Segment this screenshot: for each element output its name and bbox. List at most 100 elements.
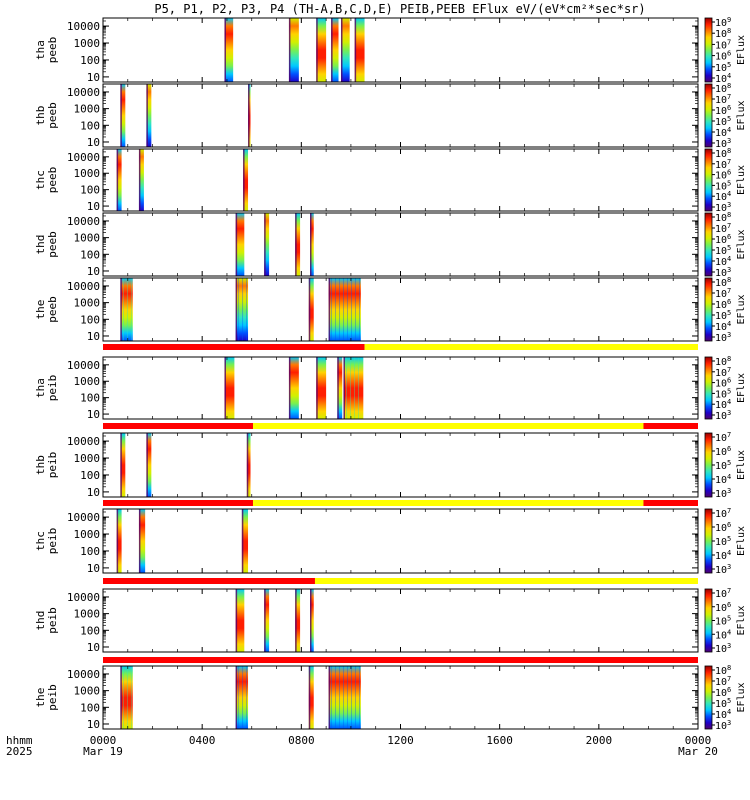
colorbar-exponent: 8 bbox=[727, 664, 731, 672]
colorbar-exponent: 5 bbox=[727, 535, 731, 543]
y-tick-label: 10000 bbox=[67, 359, 100, 372]
colorbar-exponent: 4 bbox=[727, 549, 731, 557]
spectrogram-segment bbox=[316, 357, 327, 419]
spectrogram-segment bbox=[224, 357, 235, 419]
segment-edge bbox=[138, 149, 141, 211]
y-tick-label: 10 bbox=[87, 718, 100, 731]
spectrogram-segment bbox=[308, 278, 314, 341]
colorbar-exponent: 6 bbox=[727, 601, 731, 609]
panel-probe-label: thb bbox=[34, 106, 47, 126]
spectrogram-segment bbox=[264, 213, 270, 276]
colorbar-exponent: 6 bbox=[727, 104, 731, 112]
spectrogram-segment bbox=[310, 589, 314, 652]
flag-segment-yellow bbox=[252, 500, 644, 506]
y-tick-label: 1000 bbox=[74, 452, 101, 465]
x-tick-label: 1200 bbox=[387, 734, 414, 747]
flag-bar bbox=[103, 500, 698, 506]
colorbar-label: EFlux bbox=[736, 526, 747, 556]
segment-edge bbox=[341, 18, 343, 82]
colorbar-exponent: 7 bbox=[727, 93, 731, 101]
panel-probe-label: thc bbox=[34, 170, 47, 190]
spectrogram-segment bbox=[316, 18, 327, 82]
y-tick-label: 1000 bbox=[74, 103, 101, 116]
panel-frame bbox=[102, 17, 699, 83]
flag-bar bbox=[103, 344, 698, 350]
spectrogram-segment bbox=[331, 18, 339, 82]
colorbar-exponent: 4 bbox=[727, 320, 731, 328]
panel-frame bbox=[102, 508, 699, 574]
spectrogram-segment bbox=[337, 357, 343, 419]
colorbar-exponent: 3 bbox=[727, 719, 731, 727]
spectrogram-segment bbox=[120, 84, 126, 147]
y-tick-label: 10000 bbox=[67, 435, 100, 448]
spectrogram-segment bbox=[308, 666, 314, 729]
colorbar-exponent: 5 bbox=[727, 459, 731, 467]
segment-edge bbox=[116, 149, 119, 211]
y-tick-label: 1000 bbox=[74, 375, 101, 388]
panel-frame bbox=[102, 212, 699, 277]
panel-species-label: peeb bbox=[46, 231, 59, 258]
colorbar-exponent: 5 bbox=[727, 309, 731, 317]
colorbar-exponent: 7 bbox=[727, 587, 731, 595]
spectrogram-segment bbox=[235, 589, 245, 652]
colorbar bbox=[704, 432, 713, 498]
segment-edge bbox=[295, 589, 297, 652]
colorbar-exponent: 7 bbox=[727, 158, 731, 166]
colorbar-exponent: 5 bbox=[727, 244, 731, 252]
colorbar-exponent: 8 bbox=[727, 82, 731, 90]
spectrogram-segment bbox=[288, 18, 299, 82]
panel-species-label: peib bbox=[46, 452, 59, 479]
flag-segment-red bbox=[103, 344, 365, 350]
colorbar bbox=[704, 277, 713, 342]
flag-bar bbox=[103, 423, 698, 429]
spectrogram-segment bbox=[146, 84, 152, 147]
segment-edge bbox=[328, 278, 331, 341]
spectrogram-segment bbox=[235, 666, 249, 729]
colorbar-exponent: 3 bbox=[727, 409, 731, 417]
colorbar-exponent: 3 bbox=[727, 487, 731, 495]
y-tick-label: 100 bbox=[80, 701, 100, 714]
segment-edge bbox=[120, 666, 122, 729]
panel-probe-label: thb bbox=[34, 455, 47, 475]
x-tick-label: 0400 bbox=[189, 734, 216, 747]
y-tick-label: 1000 bbox=[74, 37, 101, 50]
y-tick-label: 1000 bbox=[74, 167, 101, 180]
spectrogram-segment bbox=[235, 278, 249, 341]
spectrogram-segment bbox=[328, 278, 361, 341]
flag-segment-red bbox=[643, 423, 698, 429]
spectrogram-segment bbox=[310, 213, 314, 276]
y-tick-label: 10000 bbox=[67, 86, 100, 99]
y-tick-label: 10000 bbox=[67, 280, 100, 293]
y-tick-label: 10 bbox=[87, 486, 100, 499]
y-tick-label: 10 bbox=[87, 562, 100, 575]
spectrogram-segment bbox=[138, 149, 144, 211]
colorbar-exponent: 6 bbox=[727, 233, 731, 241]
segment-edge bbox=[288, 18, 291, 82]
colorbar-tick-label: 106 bbox=[715, 445, 731, 458]
colorbar-exponent: 6 bbox=[727, 686, 731, 694]
segment-edge bbox=[337, 357, 339, 419]
flag-segment-yellow bbox=[364, 344, 698, 350]
colorbar-exponent: 8 bbox=[727, 276, 731, 284]
colorbar-exponent: 7 bbox=[727, 431, 731, 439]
y-tick-label: 1000 bbox=[74, 297, 101, 310]
y-tick-label: 10 bbox=[87, 200, 100, 213]
x-tick-label: 0000 bbox=[685, 734, 712, 747]
segment-edge bbox=[243, 149, 245, 211]
colorbar-label: EFlux bbox=[736, 373, 747, 403]
panel-probe-label: the bbox=[34, 300, 47, 320]
y-tick-label: 100 bbox=[80, 248, 100, 261]
y-tick-label: 100 bbox=[80, 469, 100, 482]
segment-edge bbox=[248, 84, 250, 147]
x-tick-label: 1600 bbox=[486, 734, 513, 747]
panel-species-label: peeb bbox=[46, 296, 59, 323]
panel-frame bbox=[102, 588, 699, 653]
flag-segment-red bbox=[103, 657, 698, 663]
spectrogram-segment bbox=[354, 18, 365, 82]
colorbar-label: EFlux bbox=[736, 682, 747, 712]
segment-edge bbox=[354, 18, 357, 82]
spectrogram-segment bbox=[120, 433, 126, 497]
